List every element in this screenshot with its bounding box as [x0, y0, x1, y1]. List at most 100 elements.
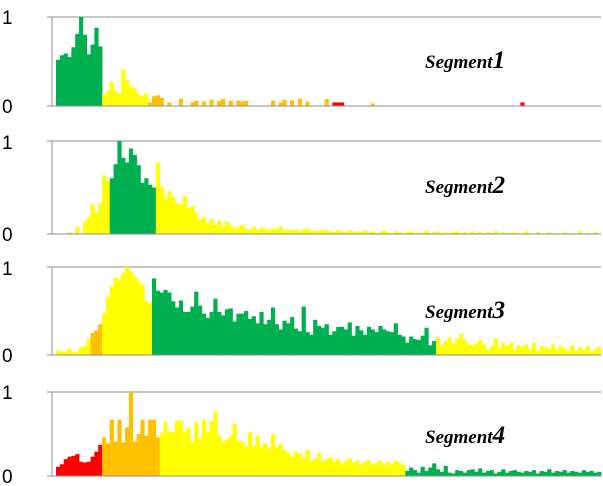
- segment-2-bar: [286, 229, 291, 234]
- segment-4-bar: [90, 456, 95, 476]
- segment-2-title: Segment2: [425, 172, 505, 199]
- segment-2-bar: [159, 186, 164, 234]
- segment-4-bar: [501, 469, 506, 476]
- segment-4-bar: [105, 443, 111, 476]
- segment-3-bar: [155, 290, 160, 355]
- segment-4-bar: [194, 422, 199, 476]
- segment-1-bar: [217, 100, 222, 106]
- segment-2-bar: [313, 230, 318, 234]
- segment-4-bar: [558, 471, 563, 476]
- segment-3-bar: [389, 332, 395, 355]
- segment-4-bar: [278, 444, 283, 476]
- segment-3-bar: [159, 292, 164, 355]
- segment-3-bar: [63, 351, 68, 355]
- segment-2-bar: [524, 231, 529, 234]
- segment-2-bar: [343, 232, 349, 234]
- segment-2-bar: [547, 232, 552, 234]
- segment-1-panel: 1 0 Segment1: [2, 8, 601, 118]
- segment-4-bar: [174, 420, 180, 476]
- segment-4-bar: [539, 470, 544, 476]
- segment-3-bar: [167, 292, 172, 355]
- segment-3-bar: [178, 300, 184, 355]
- segment-3-bar: [359, 330, 364, 355]
- segment-4-bar: [328, 457, 333, 476]
- segment-3-bar: [474, 343, 479, 355]
- segment-2-bar: [205, 222, 210, 234]
- segment-4-bar: [597, 471, 602, 476]
- segment-4-bar: [466, 470, 471, 476]
- segment-2-title-number: 2: [492, 172, 506, 199]
- segment-3-bar: [301, 306, 306, 355]
- segment-1-bar: [63, 53, 68, 106]
- segment-1-bar: [125, 80, 130, 106]
- segment-4-bar: [485, 470, 491, 476]
- segment-3-bar: [574, 350, 579, 355]
- segment-2-bar: [186, 207, 191, 234]
- segment-2-bar: [128, 148, 134, 234]
- segment-4-bar: [301, 457, 306, 476]
- segment-3-bar: [428, 345, 433, 355]
- segment-4-bar: [313, 458, 318, 476]
- segment-3-bar: [524, 344, 529, 355]
- segment-1-bar: [90, 44, 95, 106]
- segment-4-bar: [305, 449, 310, 476]
- segment-3-bar: [79, 347, 84, 355]
- segment-3-bar: [209, 311, 214, 355]
- segment-3-bar: [363, 334, 368, 355]
- segment-3-bar: [409, 336, 414, 355]
- segment-3-bar: [501, 342, 506, 355]
- segment-4-bar: [386, 461, 391, 476]
- segment-4-bar: [581, 470, 586, 476]
- segment-2-bar: [393, 231, 398, 234]
- segment-4-title-number: 4: [492, 422, 506, 449]
- segment-1-bar: [136, 94, 141, 106]
- segment-2-bar: [462, 232, 468, 234]
- segment-4-bar: [332, 461, 337, 476]
- segment-4-bar: [497, 471, 502, 476]
- segment-4-bar: [67, 456, 72, 476]
- segment-4-bar: [359, 465, 364, 476]
- segment-2-bar: [340, 231, 345, 234]
- segment-2-bar: [201, 217, 207, 234]
- segment-4-title-word: Segment: [425, 427, 493, 448]
- segment-3-bar: [593, 348, 598, 355]
- segment-4-bar: [482, 472, 487, 476]
- segment-3-bar: [278, 329, 283, 355]
- segment-2-bar: [282, 230, 287, 234]
- segment-3-bar: [151, 278, 157, 355]
- segment-2-bar: [270, 228, 276, 234]
- segment-2-bar: [136, 165, 141, 234]
- segment-4-bar: [182, 431, 187, 476]
- segment-4-bar: [428, 467, 433, 476]
- segment-1-bar: [236, 100, 241, 106]
- segment-3-bar: [232, 321, 237, 355]
- segment-4-bar: [389, 463, 395, 476]
- segment-2-bar: [213, 224, 218, 234]
- segment-3-bar: [551, 344, 556, 355]
- segment-3-bar: [478, 340, 483, 355]
- segment-4-bar: [140, 419, 145, 476]
- segment-2-bar: [117, 141, 122, 234]
- segment-4-bar: [56, 466, 61, 476]
- segment-3-bar: [201, 313, 207, 355]
- segment-4-bar: [347, 458, 352, 476]
- segment-3-bar: [121, 273, 126, 355]
- segment-3-bar: [528, 349, 533, 355]
- segment-1-bar: [159, 97, 164, 106]
- segment-3-bar: [489, 346, 494, 355]
- segment-2-bar: [501, 232, 506, 234]
- segment-3-bar: [470, 345, 475, 355]
- segment-4-bar: [562, 470, 567, 476]
- segment-1-bar: [128, 86, 134, 106]
- segment-3-bar: [82, 346, 88, 355]
- segment-4-panel: 1 0 Segment4: [2, 383, 602, 486]
- segment-2-bar: [75, 226, 80, 234]
- segment-3-bar: [198, 305, 203, 355]
- segment-4-bar: [382, 465, 387, 476]
- segment-3-bar: [455, 339, 460, 355]
- segment-3-bar: [236, 313, 241, 355]
- segment-4-bar: [186, 427, 191, 476]
- segment-3-bar: [374, 332, 379, 355]
- segment-2-bar: [478, 232, 483, 234]
- segment-1-bar: [113, 90, 118, 106]
